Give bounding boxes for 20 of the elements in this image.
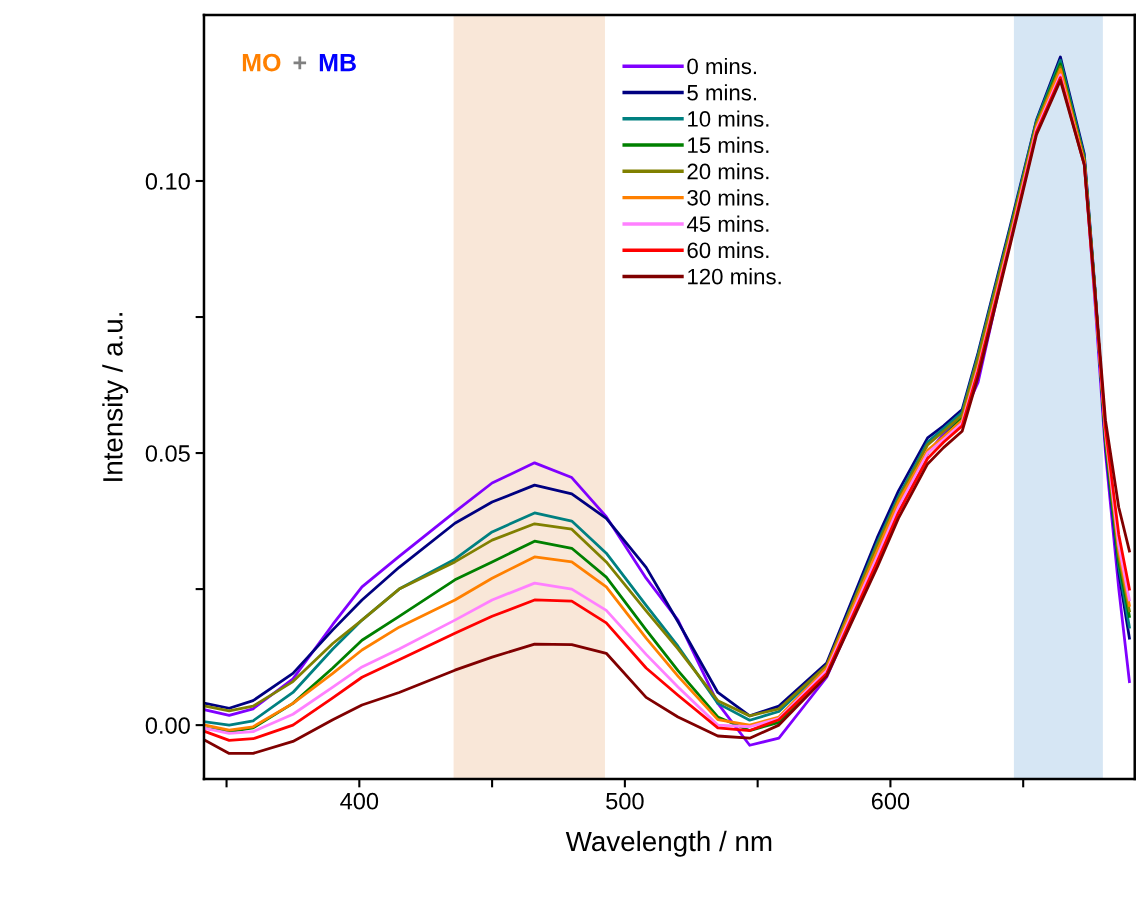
x-tick-label: 600 xyxy=(871,792,910,810)
y-tick-label: 0.05 xyxy=(145,445,190,462)
annotation: MB xyxy=(319,53,356,72)
legend-label: 20 mins. xyxy=(687,163,769,180)
x-tick-label: 500 xyxy=(606,792,644,810)
y-tick-label: 0.10 xyxy=(145,173,190,190)
legend-label: 60 mins. xyxy=(687,241,769,259)
legend-label: 30 mins. xyxy=(687,189,769,206)
x-tick-label: 400 xyxy=(340,792,379,810)
legend-label: 15 mins. xyxy=(688,136,769,154)
legend-label: 45 mins. xyxy=(686,215,769,232)
legend-label: 10 mins. xyxy=(688,110,769,127)
x-axis-title: Wavelength / nm xyxy=(565,830,772,857)
legend-label: 120 mins. xyxy=(688,268,781,285)
annotation: + xyxy=(293,56,307,70)
legend-label: 0 mins. xyxy=(687,57,757,75)
y-axis-title: Intensity / a.u. xyxy=(102,313,129,481)
annotation: MO xyxy=(242,53,281,72)
y-tick-label: 0.00 xyxy=(145,717,190,734)
legend-label: 5 mins. xyxy=(687,84,757,101)
